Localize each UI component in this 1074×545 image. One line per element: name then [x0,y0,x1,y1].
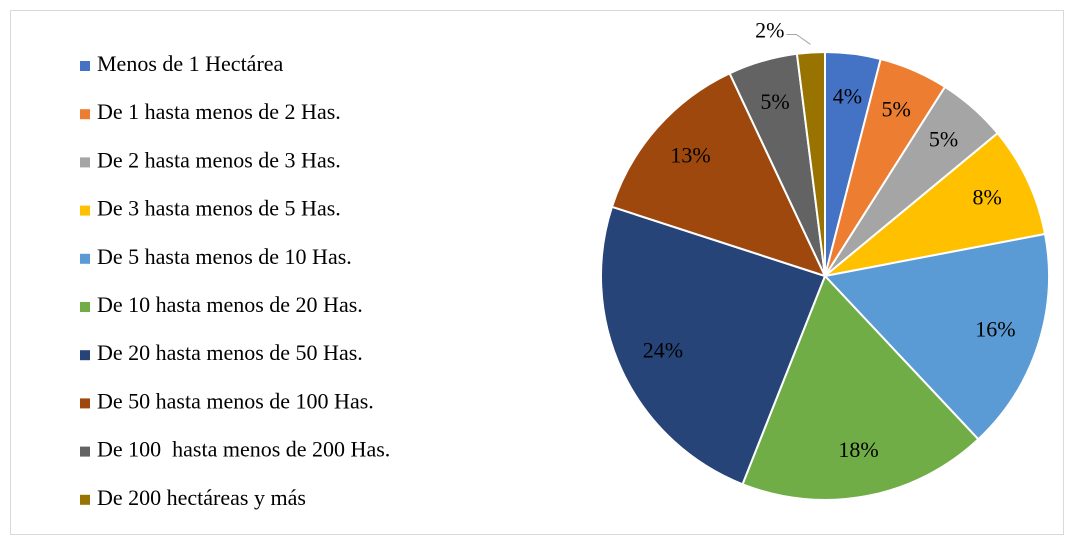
legend-label: De 2 hasta menos de 3 Has. [97,147,341,172]
data-label: 5% [760,89,789,114]
leader-line [786,33,811,45]
legend-swatch [80,302,90,312]
pie-slice [823,232,1050,441]
legend-swatch [80,61,90,71]
legend-label: De 200 hectáreas y más [97,485,306,510]
data-label: 13% [670,143,710,168]
legend-label: Menos de 1 Hectárea [97,51,284,76]
data-label: 16% [975,316,1015,341]
legend-swatch [80,253,90,264]
legend-label: De 50 hasta menos de 100 Has. [97,388,374,413]
data-label: 8% [972,185,1001,210]
data-label: 4% [833,83,862,108]
legend-label: De 20 hasta menos de 50 Has. [97,340,363,365]
pie-slice [824,131,1047,277]
legend-label: De 1 hasta menos de 2 Has. [97,99,341,124]
legend-swatch [80,157,90,168]
legend-swatch [80,398,90,409]
legend-swatch [80,350,90,361]
pie-slice [610,71,827,278]
legend-swatch [80,109,90,120]
legend-swatch [80,446,90,457]
data-label: 5% [882,97,911,122]
data-label: 2% [755,18,784,43]
legend-swatch [80,205,90,216]
data-label: 18% [838,437,878,462]
legend-label: De 10 hasta menos de 20 Has. [97,292,363,317]
legend-label: De 3 hasta menos de 5 Has. [97,196,341,221]
legend-label: De 100 hasta menos de 200 Has. [97,437,390,462]
pie-slice [741,274,980,501]
legend-swatch [80,494,90,505]
data-label: 5% [929,127,958,152]
legend-label: De 5 hasta menos de 10 Has. [97,244,352,269]
pie-slice [600,205,827,486]
data-label: 24% [643,337,683,362]
pie-slice [795,50,826,277]
